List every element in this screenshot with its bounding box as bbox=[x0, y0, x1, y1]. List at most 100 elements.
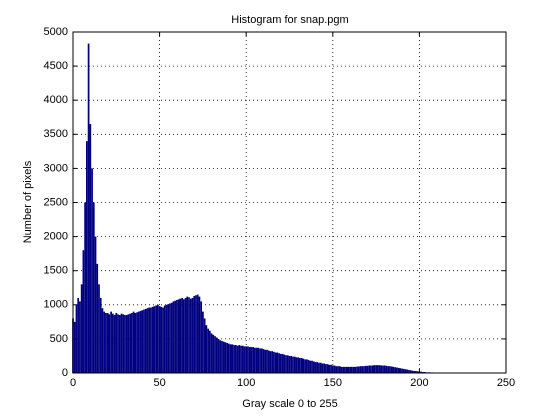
bar bbox=[196, 294, 199, 373]
bar bbox=[85, 141, 88, 373]
bar bbox=[364, 365, 367, 373]
bar bbox=[359, 366, 362, 373]
bar bbox=[158, 306, 161, 373]
bar bbox=[243, 346, 246, 373]
bar bbox=[302, 358, 305, 373]
y-tick-label: 0 bbox=[62, 367, 68, 379]
bar bbox=[390, 366, 393, 373]
bar bbox=[279, 353, 282, 373]
bar bbox=[292, 356, 294, 373]
bar bbox=[105, 312, 107, 373]
bar bbox=[153, 306, 156, 373]
bar bbox=[184, 297, 187, 373]
bar bbox=[420, 371, 422, 373]
bar bbox=[370, 365, 372, 373]
bar bbox=[312, 361, 315, 373]
bar bbox=[253, 347, 256, 373]
bar bbox=[139, 310, 142, 373]
bar bbox=[80, 284, 83, 373]
bar bbox=[392, 366, 395, 373]
bar bbox=[297, 357, 300, 373]
y-tick-label: 3500 bbox=[44, 128, 68, 140]
bar bbox=[240, 345, 242, 373]
bar bbox=[385, 365, 388, 373]
bar bbox=[286, 355, 289, 373]
bar bbox=[117, 314, 119, 373]
y-axis-label: Number of pixels bbox=[22, 160, 34, 243]
bar bbox=[177, 299, 180, 373]
bar bbox=[378, 365, 381, 373]
bar bbox=[94, 236, 97, 373]
bar bbox=[181, 297, 183, 373]
bar bbox=[266, 349, 268, 373]
bar bbox=[371, 365, 374, 373]
bar bbox=[299, 357, 301, 373]
bar bbox=[221, 340, 223, 373]
bar bbox=[198, 296, 201, 373]
y-tick-label: 4500 bbox=[44, 60, 68, 72]
bar bbox=[366, 365, 369, 373]
bar bbox=[325, 364, 327, 373]
bar bbox=[423, 371, 426, 373]
bar bbox=[231, 344, 234, 373]
bar bbox=[399, 368, 402, 373]
bar bbox=[319, 362, 322, 373]
bar bbox=[335, 366, 338, 373]
bar bbox=[77, 297, 80, 373]
bar bbox=[103, 311, 106, 373]
bar bbox=[191, 297, 194, 373]
bar bbox=[73, 321, 76, 373]
bar bbox=[101, 308, 104, 373]
bar bbox=[278, 353, 280, 373]
bar bbox=[157, 304, 159, 373]
bar bbox=[416, 371, 419, 373]
bar bbox=[248, 347, 251, 373]
bar bbox=[250, 347, 253, 373]
bar bbox=[228, 343, 230, 373]
bar bbox=[304, 359, 306, 373]
x-tick-label: 100 bbox=[237, 377, 255, 389]
bar bbox=[110, 311, 112, 373]
bar bbox=[418, 371, 421, 373]
bar bbox=[252, 347, 254, 373]
bar bbox=[148, 307, 151, 373]
bar bbox=[257, 347, 260, 373]
bar bbox=[146, 308, 149, 373]
x-axis-label: Gray scale 0 to 255 bbox=[242, 398, 337, 410]
bar bbox=[226, 342, 229, 373]
bar bbox=[186, 296, 189, 373]
bar bbox=[288, 355, 291, 373]
plot-frame bbox=[72, 31, 507, 374]
bar bbox=[217, 338, 220, 373]
bar bbox=[413, 370, 416, 373]
bar bbox=[264, 349, 267, 373]
bar bbox=[214, 336, 216, 373]
bar bbox=[273, 351, 275, 373]
bar bbox=[276, 352, 279, 373]
x-tick-label: 200 bbox=[410, 377, 428, 389]
bar bbox=[92, 202, 95, 373]
bar bbox=[176, 300, 178, 373]
bar bbox=[167, 304, 170, 373]
y-tick-label: 500 bbox=[50, 333, 68, 345]
bar bbox=[84, 202, 86, 373]
x-tick-label: 50 bbox=[153, 377, 165, 389]
bar bbox=[361, 366, 364, 373]
bar bbox=[380, 365, 383, 373]
bar bbox=[174, 300, 177, 373]
bar bbox=[404, 369, 407, 373]
bar bbox=[129, 313, 132, 373]
bar bbox=[274, 352, 277, 373]
bar bbox=[229, 344, 232, 373]
bar bbox=[247, 346, 249, 373]
bar bbox=[163, 305, 166, 373]
bar bbox=[340, 366, 343, 373]
bar bbox=[182, 299, 185, 373]
bar bbox=[295, 357, 298, 373]
bar bbox=[259, 348, 261, 373]
bar bbox=[397, 367, 400, 373]
bar bbox=[113, 315, 116, 373]
bar bbox=[354, 366, 357, 373]
bar bbox=[408, 369, 410, 373]
